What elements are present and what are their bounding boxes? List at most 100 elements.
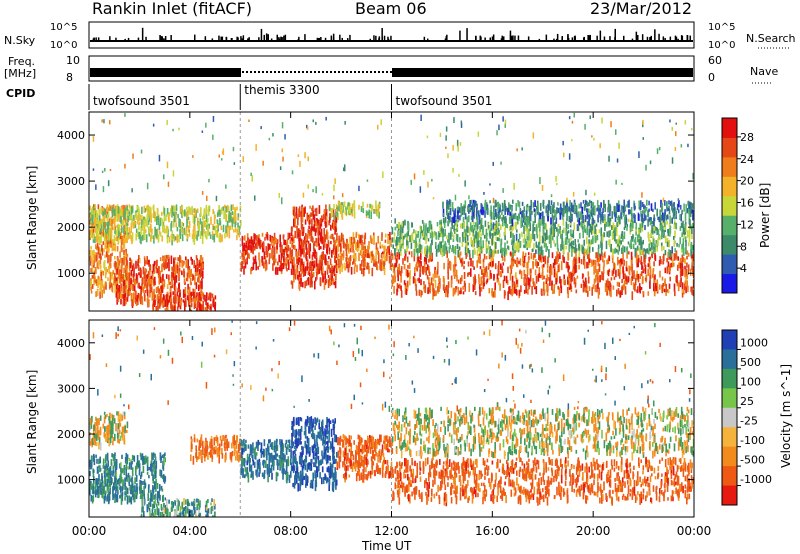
heatmap-cell (535, 241, 538, 248)
heatmap-cell (513, 251, 516, 256)
heatmap-cell (434, 270, 436, 279)
heatmap-cell (380, 237, 383, 241)
nsky-spike (124, 38, 126, 41)
heatmap-cell (589, 223, 591, 233)
heatmap-cell (502, 262, 505, 266)
heatmap-cell (276, 249, 278, 254)
heatmap-cell (499, 283, 501, 291)
heatmap-cell (377, 252, 380, 259)
heatmap-cell (312, 261, 314, 270)
heatmap-cell (233, 229, 235, 233)
heatmap-cell (654, 202, 656, 210)
heatmap-cell (461, 257, 464, 267)
heatmap-cell (471, 226, 473, 233)
heatmap-cell (599, 274, 601, 283)
heatmap-cell (104, 230, 107, 234)
heatmap-cell (223, 210, 225, 219)
heatmap-cell (647, 291, 650, 296)
heatmap-cell (557, 253, 559, 262)
heatmap-cell (108, 235, 111, 241)
nsky-spike (571, 37, 574, 41)
heatmap-cell (176, 265, 179, 274)
heatmap-cell (500, 249, 502, 254)
cpid-segment-label: twofsound 3501 (396, 94, 493, 108)
heatmap-cell (197, 263, 199, 268)
heatmap-cell (315, 220, 318, 227)
heatmap-cell (264, 256, 267, 261)
heatmap-cell (539, 235, 541, 242)
heatmap-cell (611, 225, 613, 230)
heatmap-cell (567, 223, 569, 230)
heatmap-cell (322, 214, 325, 221)
heatmap-cell (186, 211, 188, 221)
heatmap-cell (306, 262, 309, 271)
heatmap-cell (407, 265, 409, 269)
heatmap-cell (363, 245, 365, 250)
heatmap-cell (635, 255, 638, 264)
heatmap-cell (691, 127, 693, 131)
heatmap-cell (306, 124, 308, 129)
heatmap-cell (684, 269, 686, 278)
heatmap-cell (639, 223, 641, 232)
heatmap-cell (317, 235, 320, 240)
heatmap-cell (493, 213, 496, 220)
heatmap-cell (610, 291, 612, 298)
nsky-spike (284, 34, 287, 41)
heatmap-cell (641, 220, 644, 228)
heatmap-cell (309, 228, 312, 236)
heatmap-cell (162, 294, 165, 301)
heatmap-cell (578, 248, 581, 258)
heatmap-cell (453, 215, 456, 224)
heatmap-cell (554, 221, 556, 229)
heatmap-cell (444, 289, 446, 294)
heatmap-cell (238, 232, 240, 238)
heatmap-cell (460, 262, 463, 267)
heatmap-cell (321, 259, 324, 267)
heatmap-cell (354, 253, 357, 257)
heatmap-cell (645, 215, 647, 221)
heatmap-cell (431, 179, 433, 182)
heatmap-cell (639, 207, 641, 211)
heatmap-cell (310, 236, 313, 242)
heatmap-cell (430, 277, 433, 286)
heatmap-cell (568, 280, 571, 288)
heatmap-cell (173, 257, 175, 264)
heatmap-cell (414, 278, 417, 287)
heatmap-cell (121, 208, 123, 217)
heatmap-cell (526, 261, 529, 269)
heatmap-cell (93, 270, 96, 279)
heatmap-cell (479, 225, 481, 233)
heatmap-cell (422, 232, 425, 238)
heatmap-cell (255, 242, 258, 249)
heatmap-cell (624, 219, 626, 228)
heatmap-cell (442, 245, 444, 253)
heatmap-cell (425, 258, 428, 265)
heatmap-cell (584, 248, 587, 253)
heatmap-cell (529, 273, 532, 282)
heatmap-cell (214, 215, 216, 219)
heatmap-cell (246, 245, 248, 255)
heatmap-cell (166, 208, 169, 215)
heatmap-cell (656, 282, 659, 286)
heatmap-cell (449, 207, 452, 216)
nsky-spike (242, 35, 245, 41)
heatmap-cell (623, 216, 626, 224)
heatmap-cell (185, 226, 188, 235)
heatmap-cell (626, 252, 628, 259)
heatmap-cell (464, 247, 467, 256)
heatmap-cell (303, 250, 305, 257)
heatmap-cell (131, 299, 133, 307)
heatmap-cell (174, 257, 177, 261)
heatmap-cell (568, 244, 571, 253)
heatmap-cell (420, 279, 422, 286)
heatmap-cell (471, 216, 474, 223)
heatmap-cell (575, 257, 578, 264)
heatmap-cell (491, 261, 493, 268)
heatmap-cell (196, 297, 198, 302)
heatmap-cell (393, 285, 395, 294)
heatmap-cell (139, 214, 141, 221)
heatmap-cell (457, 286, 460, 296)
heatmap-cell (196, 301, 199, 308)
heatmap-cell (440, 228, 443, 232)
heatmap-cell (677, 209, 680, 214)
